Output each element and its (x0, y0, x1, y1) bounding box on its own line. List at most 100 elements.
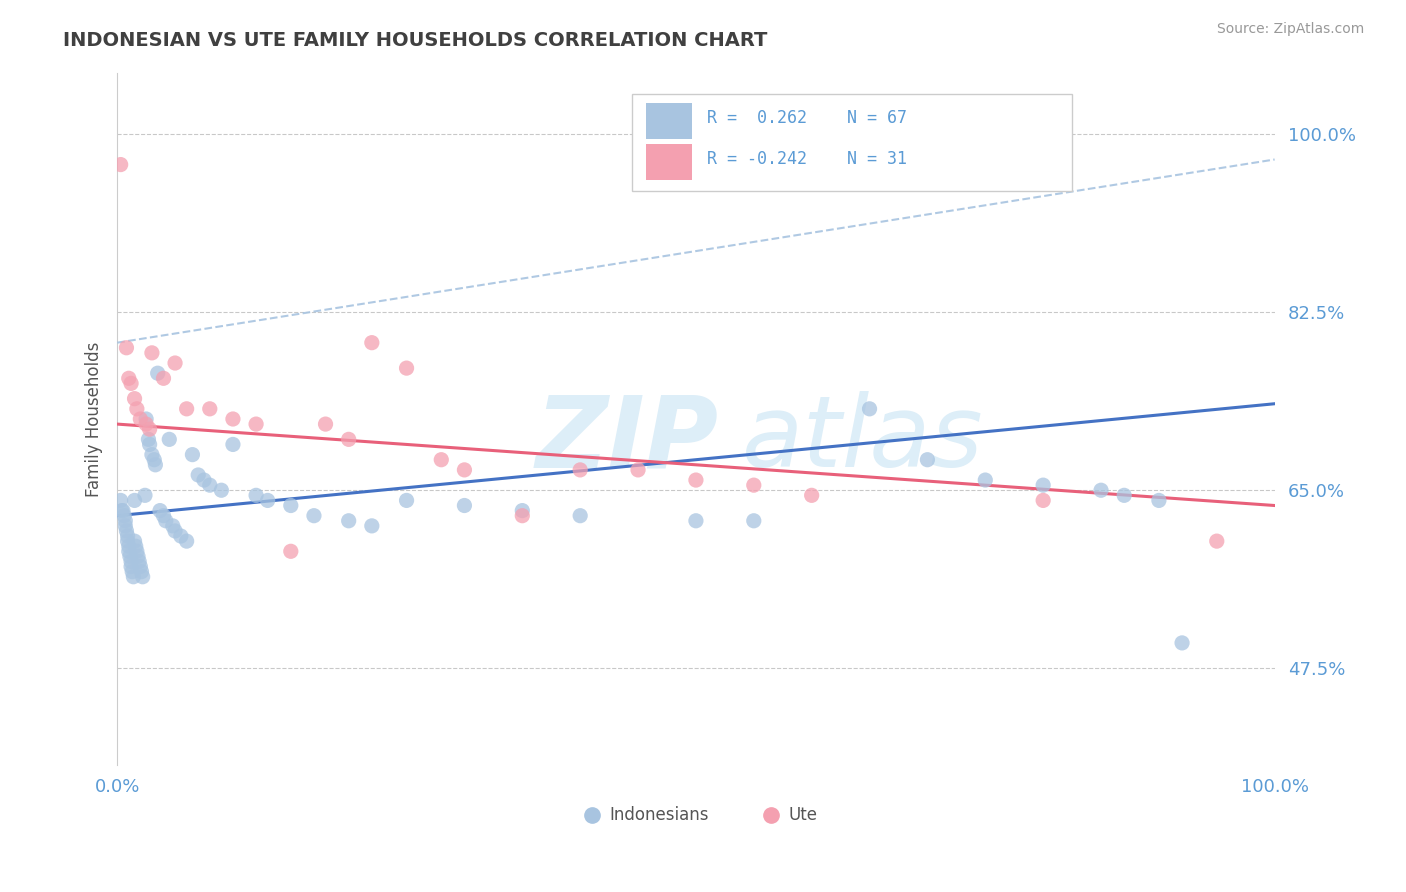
Point (1205, 534, 1227, 549)
Point (685, 514, 707, 528)
Point (125, 539, 148, 553)
Point (181, 448, 204, 462)
Point (395, 361, 418, 376)
Point (141, 448, 163, 462)
Point (112, 508, 135, 523)
Point (974, 473, 997, 487)
Point (138, 422, 160, 436)
Point (453, 463, 475, 477)
Point (685, 473, 707, 487)
Point (176, 534, 198, 549)
Point (121, 565, 143, 579)
Text: R =  0.262    N = 67: R = 0.262 N = 67 (707, 109, 907, 127)
Point (245, 488, 267, 502)
Point (1114, 488, 1136, 502)
Point (131, 565, 153, 579)
Point (569, 508, 592, 523)
Point (170, 529, 193, 543)
Point (118, 539, 141, 553)
Point (302, 508, 325, 523)
Point (146, 366, 169, 380)
Point (135, 412, 157, 426)
Point (120, 554, 142, 568)
FancyBboxPatch shape (633, 94, 1073, 191)
Point (127, 549, 149, 564)
Point (124, 392, 146, 406)
Point (337, 433, 360, 447)
Point (245, 417, 267, 431)
Point (135, 417, 157, 431)
Point (152, 508, 174, 523)
Text: Source: ZipAtlas.com: Source: ZipAtlas.com (1216, 22, 1364, 37)
Point (800, 488, 823, 502)
Point (141, 346, 163, 360)
Point (117, 529, 139, 543)
Point (138, 433, 160, 447)
Point (315, 417, 337, 431)
Point (122, 570, 145, 584)
Point (118, 371, 141, 385)
Point (187, 467, 209, 482)
Point (1147, 493, 1170, 508)
Point (125, 401, 148, 416)
Point (453, 499, 475, 513)
Point (222, 412, 245, 426)
Text: Ute: Ute (789, 805, 817, 824)
Point (110, 493, 132, 508)
Point (1032, 493, 1054, 508)
Point (110, 158, 132, 172)
Point (128, 554, 150, 568)
Point (114, 514, 136, 528)
Point (124, 493, 146, 508)
Point (111, 503, 134, 517)
Point (917, 452, 939, 467)
Point (280, 499, 302, 513)
Point (222, 437, 245, 451)
Text: R = -0.242    N = 31: R = -0.242 N = 31 (707, 151, 907, 169)
Point (165, 524, 187, 538)
Point (193, 473, 215, 487)
Point (176, 401, 198, 416)
Point (118, 544, 141, 558)
Point (360, 335, 382, 350)
Point (149, 503, 172, 517)
Point (510, 503, 533, 517)
Point (1032, 478, 1054, 492)
Point (209, 483, 232, 498)
Point (120, 376, 142, 391)
Point (858, 401, 880, 416)
Point (115, 524, 138, 538)
Point (627, 463, 650, 477)
Point (510, 508, 533, 523)
Point (1090, 483, 1112, 498)
Point (569, 463, 592, 477)
Point (143, 452, 166, 467)
Text: INDONESIAN VS UTE FAMILY HOUSEHOLDS CORRELATION CHART: INDONESIAN VS UTE FAMILY HOUSEHOLDS CORR… (63, 31, 768, 50)
Point (125, 544, 148, 558)
Point (157, 433, 180, 447)
Point (360, 519, 382, 533)
Point (145, 458, 167, 472)
Bar (647, 145, 692, 180)
Point (337, 514, 360, 528)
Point (111, 503, 134, 517)
Point (165, 356, 187, 370)
Point (120, 559, 142, 574)
Point (198, 401, 221, 416)
Text: ZIP: ZIP (536, 392, 718, 488)
Point (198, 478, 221, 492)
Point (742, 514, 765, 528)
Point (115, 341, 138, 355)
Point (395, 493, 418, 508)
Point (430, 452, 453, 467)
Point (118, 549, 141, 564)
Point (124, 534, 146, 549)
Point (129, 559, 152, 574)
Point (155, 514, 177, 528)
Text: atlas: atlas (742, 392, 984, 488)
Point (134, 488, 156, 502)
Point (129, 412, 152, 426)
Point (152, 371, 174, 385)
Point (114, 519, 136, 533)
Point (256, 493, 278, 508)
